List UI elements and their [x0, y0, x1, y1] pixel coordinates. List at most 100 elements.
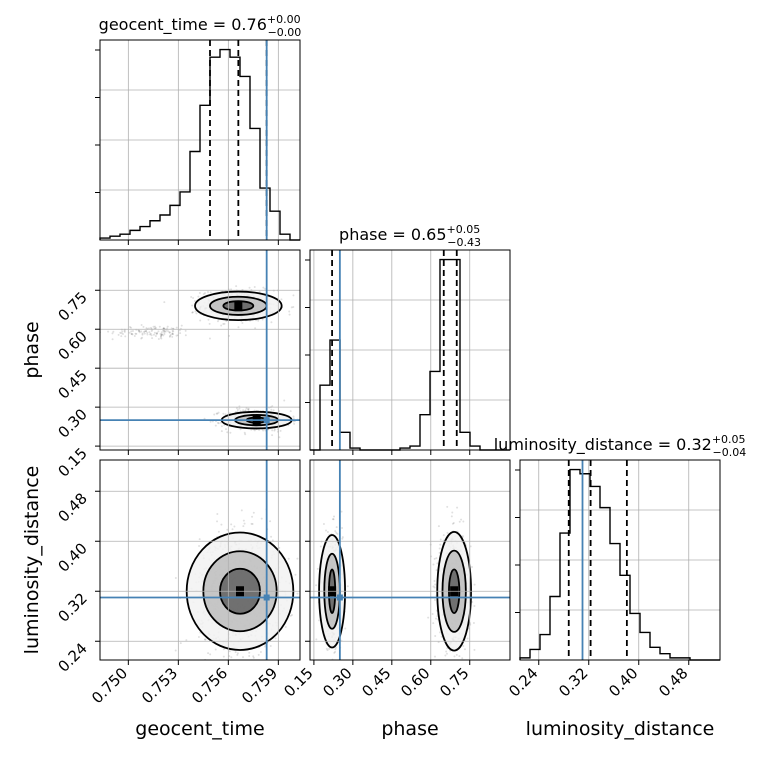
sample-point [461, 535, 464, 538]
sample-point [202, 293, 205, 296]
sample-point [203, 292, 206, 295]
sample-point [111, 338, 114, 341]
sample-point [153, 331, 156, 334]
y-tick-label: 0.24 [54, 639, 90, 675]
sample-point [166, 325, 169, 328]
sample-point [340, 510, 343, 513]
sample-point [219, 421, 222, 424]
sample-point [191, 304, 194, 307]
sample-point [252, 511, 255, 514]
sample-point [134, 332, 137, 335]
sample-point [150, 329, 153, 332]
sample-point [334, 650, 337, 653]
scatter-points [100, 285, 299, 439]
sample-point [257, 319, 260, 322]
sample-point [334, 648, 337, 651]
sample-point [160, 333, 163, 336]
sample-point [293, 422, 296, 425]
sample-point [193, 299, 196, 302]
panel-phase_vs_geocent_time [100, 285, 299, 439]
sample-point [208, 337, 211, 340]
sample-point [433, 599, 436, 602]
title-text: geocent_time = 0.76 [99, 15, 267, 35]
title-plus: +0.05 [447, 223, 481, 236]
sample-point [433, 655, 436, 658]
sample-point [155, 332, 158, 335]
y-tick-label: 0.30 [54, 405, 90, 441]
sample-point [270, 408, 273, 411]
x-tick-label: 0.759 [238, 664, 281, 707]
sample-point [228, 655, 231, 658]
sample-point [217, 530, 220, 533]
sample-point [209, 420, 212, 423]
sample-point [175, 326, 178, 329]
sample-point [198, 291, 201, 294]
x-tick-label: 0.75 [436, 664, 472, 700]
sample-point [137, 329, 140, 332]
sample-point [112, 330, 115, 333]
sample-point [440, 635, 443, 638]
sample-point [271, 434, 274, 437]
sample-point [322, 523, 325, 526]
sample-point [171, 333, 174, 336]
sample-point [462, 520, 465, 523]
sample-point [446, 531, 449, 534]
sample-point [243, 431, 246, 434]
sample-point [242, 519, 245, 522]
sample-point [247, 407, 250, 410]
sample-point [140, 330, 143, 333]
sample-point [237, 326, 240, 329]
title-text: phase = 0.65 [339, 225, 446, 244]
panel-axes-luminosity_distance_vs_geocent_time [99, 459, 301, 661]
y-axis-label-phase: phase [21, 321, 43, 378]
x-axis-label-luminosity_distance: luminosity_distance [526, 718, 715, 740]
sample-point [461, 689, 463, 691]
sample-point [254, 327, 257, 330]
sample-point [179, 642, 182, 645]
sample-point [435, 569, 438, 572]
sample-point [284, 626, 287, 629]
sample-point [271, 405, 274, 408]
sample-point [238, 407, 241, 410]
sample-point [184, 334, 187, 337]
sample-point [203, 638, 206, 641]
sample-point [290, 613, 293, 616]
sample-point [435, 557, 438, 560]
sample-point [130, 333, 133, 336]
sample-point [175, 334, 178, 337]
sample-point [279, 429, 282, 432]
sample-point [251, 515, 254, 518]
sample-point [152, 333, 155, 336]
sample-point [207, 652, 210, 655]
truth-marker [263, 594, 270, 601]
sample-point [262, 429, 265, 432]
sample-point [244, 433, 247, 436]
sample-point [242, 525, 245, 528]
sample-point [162, 327, 165, 330]
sample-point [253, 286, 256, 289]
sample-point [141, 336, 144, 339]
sample-point [262, 663, 264, 665]
sample-point [226, 665, 228, 667]
sample-point [123, 329, 126, 332]
sample-point [209, 653, 212, 656]
sample-point [434, 583, 437, 586]
sample-point [427, 616, 430, 619]
title-phase: phase = 0.65+0.05 −0.43 [339, 223, 481, 249]
sample-point [131, 333, 134, 336]
sample-point [204, 638, 207, 641]
sample-point [436, 562, 439, 565]
sample-point [316, 567, 319, 570]
sample-point [253, 429, 256, 432]
sample-point [223, 322, 226, 325]
sample-point [294, 573, 297, 576]
sample-point [178, 329, 181, 332]
sample-point [229, 431, 232, 434]
sample-point [216, 412, 219, 415]
sample-point [296, 592, 299, 595]
x-axis-label-phase: phase [381, 718, 438, 740]
sample-point [191, 311, 194, 314]
sample-point [220, 425, 223, 428]
sample-point [184, 329, 187, 332]
sample-point [107, 330, 110, 333]
